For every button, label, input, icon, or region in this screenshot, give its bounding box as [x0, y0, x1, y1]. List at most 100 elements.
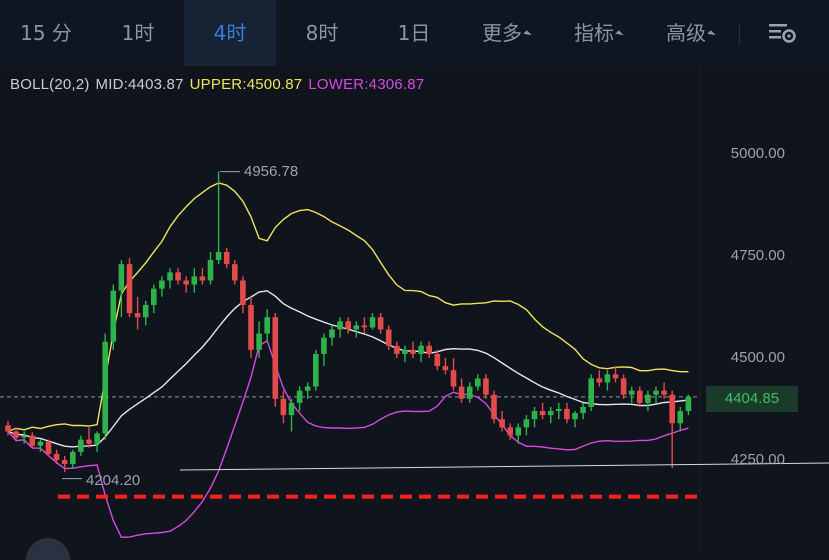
candle-body [248, 304, 254, 350]
candle-body [126, 264, 133, 314]
candle-body [418, 345, 424, 354]
candle-body [183, 280, 189, 285]
candle-body [232, 264, 238, 281]
boll-upper: UPPER:4500.87 [189, 76, 303, 93]
candle-body [118, 264, 125, 291]
candle-body [491, 394, 497, 420]
candle-body [61, 460, 68, 465]
candle-body [458, 386, 465, 399]
candle-body [199, 276, 206, 281]
candle-body [669, 394, 675, 424]
high-annotation: 4956.78 [244, 163, 299, 180]
candle-body [102, 341, 108, 434]
tab-4h[interactable]: 4时 [184, 0, 276, 66]
candle-body [369, 317, 376, 328]
tab-more[interactable]: 更多 [460, 0, 552, 66]
candle-body [475, 378, 481, 387]
candles [5, 171, 692, 473]
tab-15m[interactable]: 15 分 [0, 0, 92, 66]
tab-indicators[interactable]: 指标 [552, 0, 644, 66]
upper-band-line [7, 182, 689, 433]
candle-body [385, 329, 392, 346]
candle-body [329, 329, 335, 338]
tab-1h[interactable]: 1时 [92, 0, 184, 66]
candle-body [142, 304, 149, 318]
candle-body [191, 276, 198, 285]
candle-body [394, 345, 400, 354]
candle-body [337, 321, 343, 330]
mid-band-line [7, 290, 689, 448]
candle-body [661, 390, 667, 395]
candle-body [240, 280, 246, 305]
candle-body [53, 453, 60, 460]
timeframe-tabs: 15 分 1时 4时 8时 1日 更多 指标 高级 [0, 0, 829, 66]
boll-name: BOLL(20,2) [10, 76, 90, 93]
boll-lower: LOWER:4306.87 [308, 76, 425, 93]
trend-line [179, 462, 829, 471]
price-tick: 4750.00 [730, 247, 785, 264]
settings-sliders-icon[interactable] [765, 18, 799, 48]
tab-advanced[interactable]: 高级 [644, 0, 736, 66]
candle-body [507, 427, 513, 436]
tab-label: 15 分 [20, 21, 72, 45]
boll-legend: BOLL(20,2) MID:4403.87 UPPER:4500.87 LOWER:… [10, 76, 430, 93]
candle-body [426, 345, 432, 354]
lower-band-line [7, 339, 689, 539]
tab-label: 更多 [482, 21, 522, 45]
candle-body [556, 409, 562, 412]
candle-body [29, 435, 36, 446]
candle-body [620, 378, 627, 395]
candle-body [450, 370, 457, 387]
overlays [58, 171, 829, 499]
candle-body [361, 325, 368, 328]
candle-body [604, 374, 611, 383]
candle-body [402, 349, 408, 354]
candle-body [539, 411, 546, 416]
candle-body [515, 427, 522, 436]
tab-divider [739, 24, 740, 44]
candle-body [483, 378, 489, 395]
candle-body [572, 413, 578, 420]
candle-body [353, 325, 360, 330]
candle-body [345, 321, 351, 330]
candle-body [531, 411, 538, 420]
current-price-tag: 4404.85 [706, 386, 798, 412]
candle-body [151, 288, 157, 305]
candle-body [596, 378, 603, 383]
candle-body [442, 366, 449, 371]
candle-body [580, 406, 586, 414]
candle-body [94, 433, 100, 444]
candle-body [256, 333, 262, 350]
candle-body [37, 441, 44, 446]
candle-body [45, 441, 52, 454]
tab-8h[interactable]: 8时 [276, 0, 368, 66]
candle-body [13, 431, 19, 438]
candle-body [70, 451, 76, 465]
candle-body [159, 280, 165, 289]
tab-label: 1时 [121, 21, 155, 45]
candle-body [547, 411, 554, 416]
candle-body [264, 317, 270, 334]
candle-body [653, 390, 659, 395]
candle-body [313, 353, 319, 387]
candle-body [175, 272, 181, 281]
candle-body [612, 374, 619, 379]
low-annotation: 4204.20 [86, 472, 141, 489]
candle-body [523, 419, 530, 428]
tab-label: 1日 [397, 21, 431, 45]
tab-label: 高级 [666, 21, 706, 45]
tab-1d[interactable]: 1日 [368, 0, 460, 66]
candle-body [304, 386, 311, 391]
candle-body [272, 317, 279, 399]
candle-body [5, 425, 11, 432]
candle-body [645, 394, 651, 403]
candle-body [223, 251, 230, 265]
candle-body [499, 419, 505, 428]
candle-body [685, 396, 692, 412]
candle-body [207, 260, 214, 281]
tab-label: 8时 [305, 21, 339, 45]
candle-body [466, 386, 473, 399]
candle-body [588, 378, 594, 407]
tab-label: 指标 [574, 21, 614, 45]
